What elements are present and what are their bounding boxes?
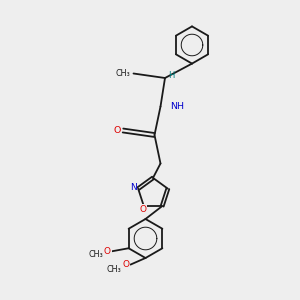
Text: CH₃: CH₃ — [88, 250, 103, 259]
Text: NH: NH — [170, 102, 184, 111]
Text: O: O — [114, 126, 121, 135]
Text: CH₃: CH₃ — [115, 69, 130, 78]
Text: O: O — [104, 247, 111, 256]
Text: H: H — [168, 71, 175, 80]
Text: CH₃: CH₃ — [106, 265, 122, 274]
Text: N: N — [130, 183, 136, 192]
Text: O: O — [140, 205, 147, 214]
Text: O: O — [122, 260, 129, 269]
